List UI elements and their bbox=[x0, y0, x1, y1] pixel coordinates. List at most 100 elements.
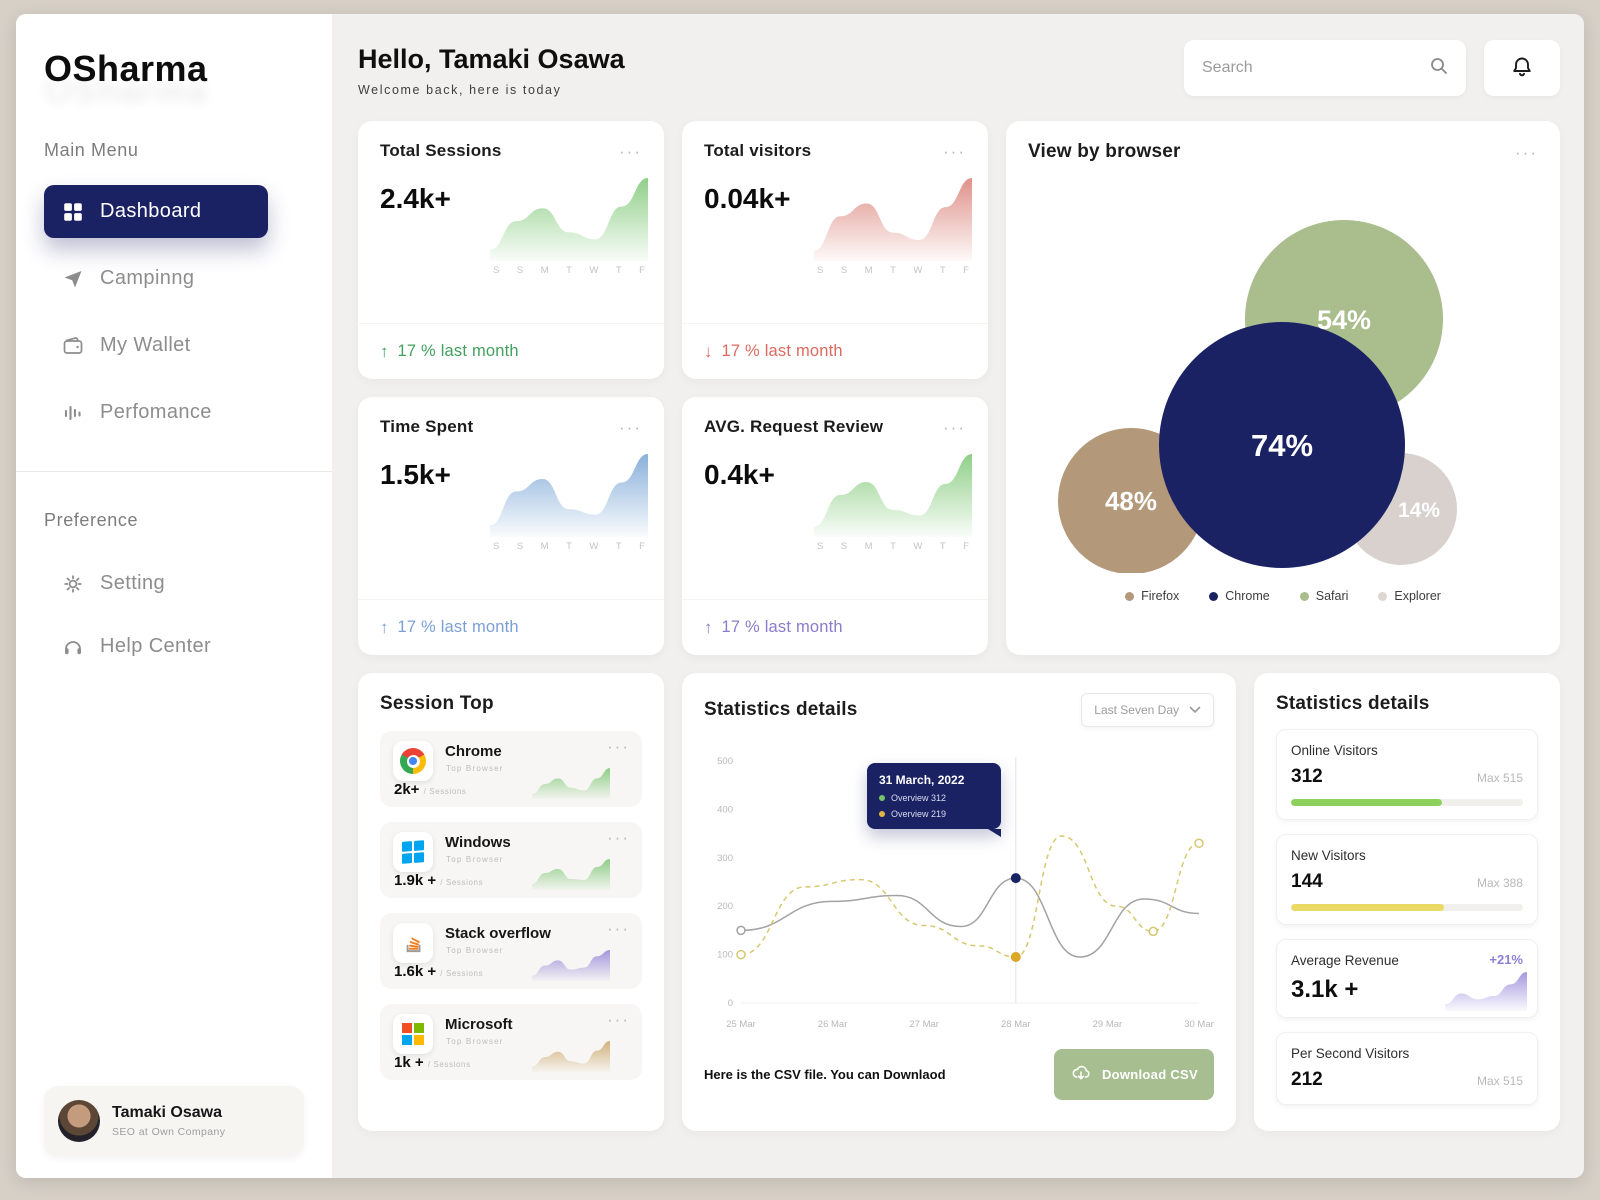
wallet-icon bbox=[62, 335, 84, 357]
legend-item-safari: Safari bbox=[1299, 589, 1348, 603]
card-menu-icon[interactable]: ··· bbox=[1515, 142, 1538, 162]
stat-block-label: New Visitors bbox=[1291, 848, 1366, 863]
svg-text:30 Mar: 30 Mar bbox=[1184, 1019, 1214, 1030]
user-card[interactable]: Tamaki Osawa SEO at Own Company bbox=[44, 1086, 304, 1156]
user-name: Tamaki Osawa bbox=[112, 1104, 222, 1121]
bell-icon bbox=[1509, 54, 1535, 83]
gear-icon bbox=[62, 573, 84, 595]
session-value: 1.9k + bbox=[394, 872, 437, 889]
item-menu-icon[interactable]: ··· bbox=[607, 1010, 630, 1029]
session-unit: / Sessions bbox=[440, 878, 484, 887]
tooltip-row: Overview 312 bbox=[879, 793, 989, 803]
svg-text:200: 200 bbox=[717, 901, 733, 912]
stat-block-max: Max 515 bbox=[1476, 1074, 1523, 1088]
sidebar-item-label: Help Center bbox=[100, 635, 212, 657]
card-title: Time Spent bbox=[380, 417, 474, 436]
svg-text:14%: 14% bbox=[1398, 499, 1440, 522]
session-sparkline bbox=[532, 950, 610, 981]
svg-text:48%: 48% bbox=[1105, 486, 1157, 516]
series-dot bbox=[879, 811, 885, 817]
item-menu-icon[interactable]: ··· bbox=[607, 828, 630, 847]
equalizer-icon bbox=[62, 402, 84, 424]
svg-text:400: 400 bbox=[717, 804, 733, 815]
stat-block-label: Average Revenue bbox=[1291, 953, 1399, 968]
session-sparkline bbox=[532, 1041, 610, 1072]
paper-plane-icon bbox=[62, 268, 84, 290]
legend-dot bbox=[1209, 591, 1219, 601]
legend-label: Firefox bbox=[1141, 589, 1180, 603]
progress-bar bbox=[1291, 799, 1523, 806]
revenue-sparkline bbox=[1445, 972, 1527, 1011]
preference-label: Preference bbox=[44, 510, 139, 530]
session-value: 2k+ bbox=[394, 781, 420, 798]
user-role: SEO at Own Company bbox=[112, 1126, 226, 1138]
session-item-stack-overflow[interactable]: Stack overflow Top Browser ··· 1.6k + / … bbox=[380, 913, 642, 989]
svg-text:29 Mar: 29 Mar bbox=[1093, 1019, 1123, 1030]
stat-block-value: 212 bbox=[1291, 1069, 1323, 1090]
svg-text:0: 0 bbox=[728, 998, 733, 1009]
download-csv-button[interactable]: Download CSV bbox=[1053, 1049, 1214, 1100]
session-value: 1k + bbox=[394, 1054, 424, 1071]
legend-label: Chrome bbox=[1225, 589, 1270, 603]
session-item-microsoft[interactable]: Microsoft Top Browser ··· 1k + / Session… bbox=[380, 1004, 642, 1080]
main-content: Hello, Tamaki Osawa Welcome back, here i… bbox=[332, 14, 1584, 1178]
windows-icon bbox=[393, 832, 433, 872]
trend-text: 17 % last month bbox=[397, 342, 519, 360]
trend-up-icon: ↑ bbox=[704, 617, 713, 637]
session-sub: Top Browser bbox=[446, 855, 504, 864]
card-menu-icon[interactable]: ··· bbox=[619, 417, 642, 437]
legend-label: Explorer bbox=[1394, 589, 1441, 603]
page-subtitle: Welcome back, here is today bbox=[358, 83, 562, 97]
main-menu-label: Main Menu bbox=[44, 140, 139, 160]
stat-block-average-revenue: Average Revenue +21% 3.1k + bbox=[1276, 939, 1538, 1018]
session-name: Windows bbox=[445, 834, 511, 851]
sidebar-item-label: Campinng bbox=[100, 267, 195, 289]
svg-text:100: 100 bbox=[717, 950, 733, 961]
chart-tooltip: 31 March, 2022 Overview 312 Overview 219 bbox=[867, 763, 1001, 837]
legend-item-chrome: Chrome bbox=[1209, 589, 1270, 603]
stat-value: 0.4k+ bbox=[704, 459, 775, 490]
session-unit: / Sessions bbox=[423, 787, 467, 796]
notifications-button[interactable] bbox=[1484, 40, 1560, 96]
download-csv-label: Download CSV bbox=[1101, 1067, 1198, 1082]
sidebar-item-perfomance[interactable]: Perfomance bbox=[44, 386, 304, 439]
tooltip-date: 31 March, 2022 bbox=[879, 773, 965, 787]
card-title: View by browser bbox=[1028, 141, 1181, 162]
svg-text:500: 500 bbox=[717, 756, 733, 767]
search-input[interactable] bbox=[1200, 58, 1428, 78]
item-menu-icon[interactable]: ··· bbox=[607, 737, 630, 756]
session-item-chrome[interactable]: Chrome Top Browser ··· 2k+ / Sessions bbox=[380, 731, 642, 807]
card-menu-icon[interactable]: ··· bbox=[943, 417, 966, 437]
trend-down-icon: ↓ bbox=[704, 341, 713, 361]
trend-up-icon: ↑ bbox=[380, 617, 389, 637]
item-menu-icon[interactable]: ··· bbox=[607, 919, 630, 938]
csv-note: Here is the CSV file. You can Downlaod bbox=[704, 1067, 946, 1082]
tooltip-row: Overview 219 bbox=[879, 809, 989, 819]
headset-icon bbox=[62, 636, 84, 658]
legend-dot bbox=[1125, 591, 1135, 601]
card-title: Statistics details bbox=[1276, 693, 1430, 714]
svg-text:28 Mar: 28 Mar bbox=[1001, 1019, 1031, 1030]
sidebar-item-help-center[interactable]: Help Center bbox=[44, 620, 304, 673]
session-item-windows[interactable]: Windows Top Browser ··· 1.9k + / Session… bbox=[380, 822, 642, 898]
sidebar-item-dashboard[interactable]: Dashboard bbox=[44, 185, 268, 238]
sidebar: OSharma Main Menu Dashboard Campinng My … bbox=[16, 14, 332, 1178]
trend-up-icon: ↑ bbox=[380, 341, 389, 361]
svg-text:300: 300 bbox=[717, 853, 733, 864]
stack-overflow-icon bbox=[393, 923, 433, 963]
sidebar-item-setting[interactable]: Setting bbox=[44, 557, 304, 610]
svg-text:25 Mar: 25 Mar bbox=[726, 1019, 756, 1030]
search-icon[interactable] bbox=[1428, 55, 1450, 82]
card-menu-icon[interactable]: ··· bbox=[619, 141, 642, 161]
sidebar-item-campinng[interactable]: Campinng bbox=[44, 252, 304, 305]
range-dropdown[interactable]: Last Seven Day bbox=[1081, 693, 1214, 727]
card-menu-icon[interactable]: ··· bbox=[943, 141, 966, 161]
sidebar-item-label: Dashboard bbox=[100, 200, 202, 222]
card-title: Session Top bbox=[380, 693, 494, 714]
session-name: Chrome bbox=[445, 743, 502, 760]
sidebar-item-my-wallet[interactable]: My Wallet bbox=[44, 319, 304, 372]
